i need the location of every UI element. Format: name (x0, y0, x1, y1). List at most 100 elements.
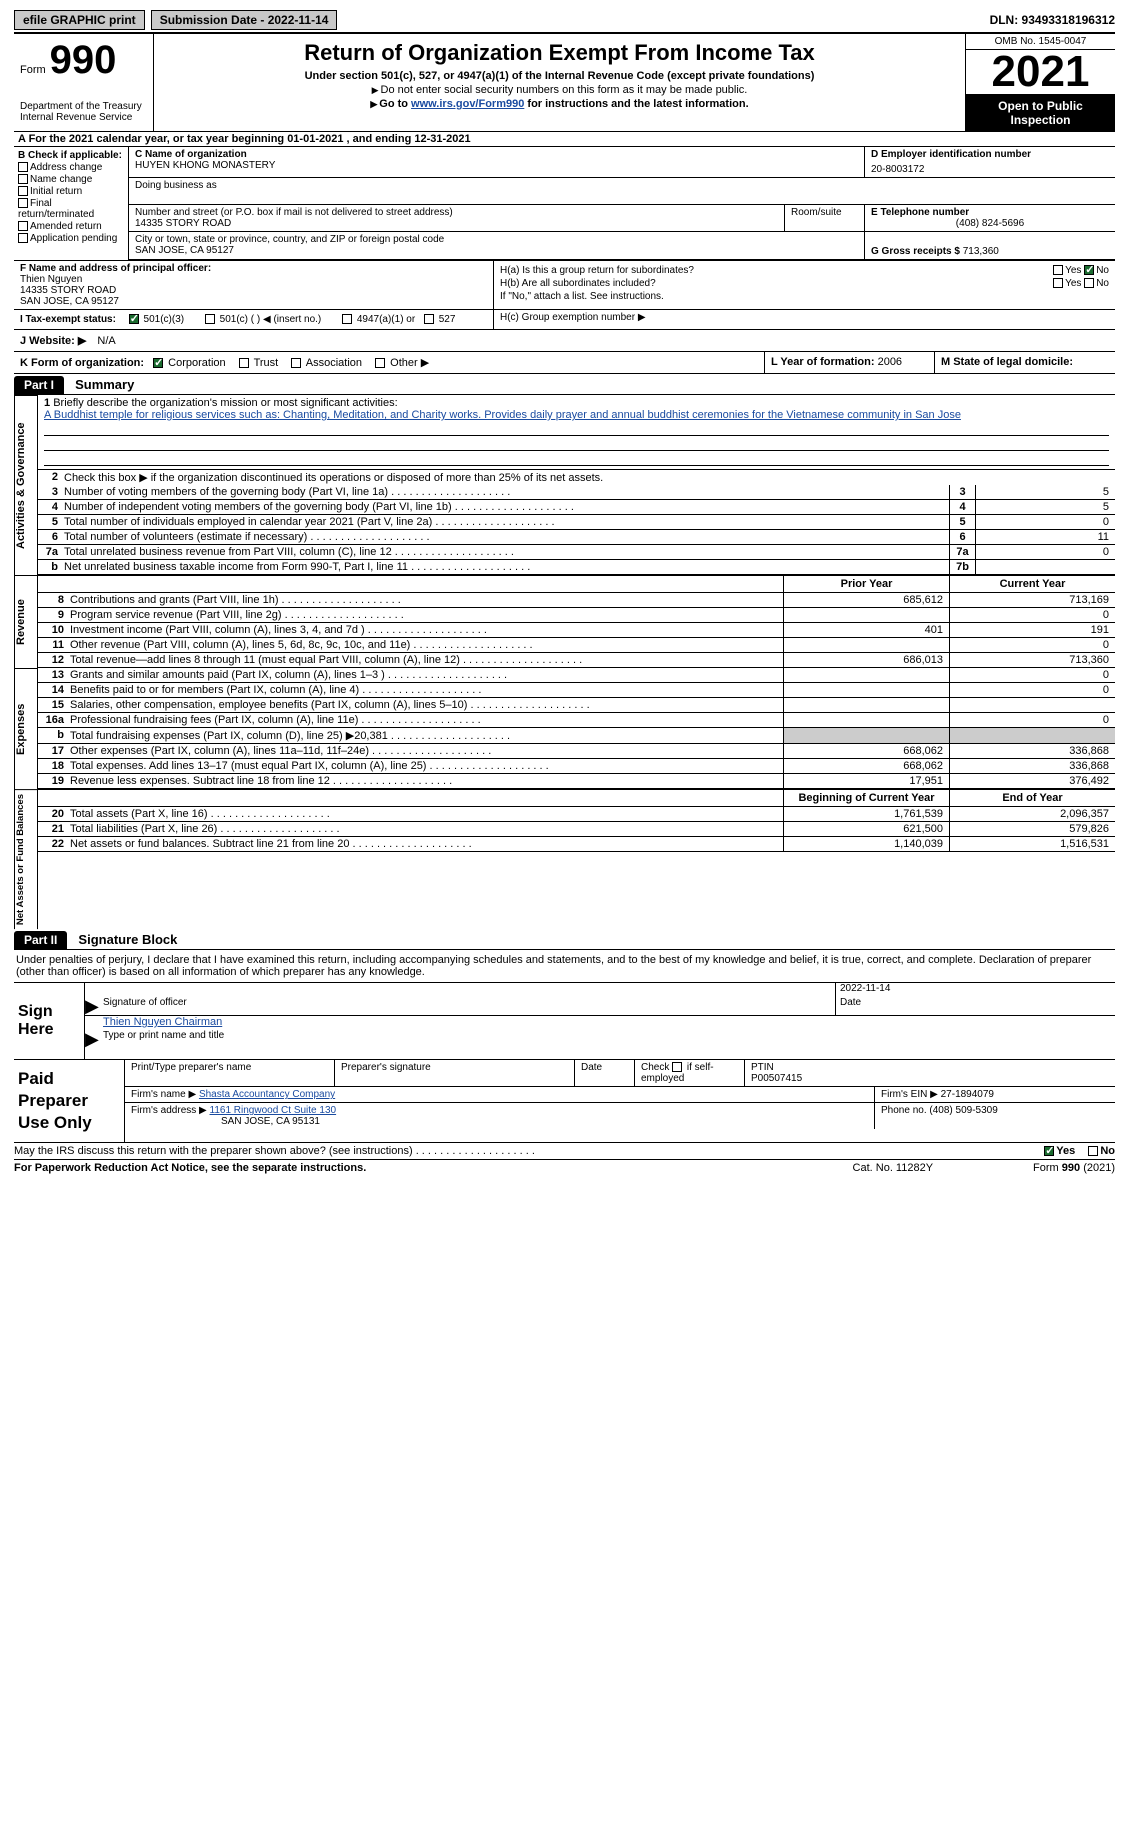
line-12-current: 713,360 (949, 653, 1115, 667)
line-a: A For the 2021 calendar year, or tax yea… (14, 132, 1115, 147)
lbl-4947: 4947(a)(1) or (357, 314, 415, 325)
line-6-value: 11 (975, 530, 1115, 544)
lbl-initial-return: Initial return (30, 186, 82, 197)
lbl-final-return: Final return/terminated (18, 198, 94, 220)
tel-value: (408) 824-5696 (871, 218, 1109, 229)
org-name-label: C Name of organization (135, 149, 858, 160)
line-16a-current: 0 (949, 713, 1115, 727)
line-4-value: 5 (975, 500, 1115, 514)
mission-text: A Buddhist temple for religious services… (44, 409, 961, 421)
line-4-desc: Number of independent voting members of … (62, 500, 949, 514)
firm-ein-label: Firm's EIN ▶ (881, 1089, 938, 1100)
line-7a-value: 0 (975, 545, 1115, 559)
self-employed-label: Check if self-employed (641, 1062, 714, 1084)
sign-here-label: Sign Here (14, 983, 84, 1059)
lbl-527: 527 (439, 314, 456, 325)
year-formation-label: L Year of formation: (771, 356, 875, 368)
sig-name-label: Type or print name and title (103, 1030, 224, 1041)
line-6-box: 6 (949, 530, 975, 544)
lbl-no3: No (1100, 1145, 1115, 1157)
section-b-head: B Check if applicable: (18, 150, 124, 161)
checkbox-other[interactable] (375, 358, 385, 368)
officer-addr1: 14335 STORY ROAD (20, 285, 487, 296)
checkbox-initial-return[interactable] (18, 186, 28, 196)
preparer-name-label: Print/Type preparer's name (125, 1060, 335, 1086)
lbl-yes: Yes (1065, 265, 1081, 276)
dba-label: Doing business as (129, 178, 1115, 204)
ptin-label: PTIN (751, 1062, 1109, 1073)
note-goto-pre: Go to (379, 98, 411, 110)
vtab-revenue: Revenue (14, 575, 38, 668)
preparer-sig-label: Preparer's signature (335, 1060, 575, 1086)
preparer-date-label: Date (575, 1060, 635, 1086)
checkbox-ha-yes[interactable] (1053, 265, 1063, 275)
vtab-activities: Activities & Governance (14, 395, 38, 575)
irs-discuss-question: May the IRS discuss this return with the… (14, 1145, 1044, 1157)
line-9-desc: Program service revenue (Part VIII, line… (68, 608, 783, 622)
line-3-value: 5 (975, 485, 1115, 499)
ein-label: D Employer identification number (871, 149, 1109, 160)
signature-declaration: Under penalties of perjury, I declare th… (14, 950, 1115, 982)
gross-value: 713,360 (963, 246, 999, 257)
sig-date-label: Date (840, 997, 861, 1008)
checkbox-address-change[interactable] (18, 162, 28, 172)
checkbox-app-pending[interactable] (18, 233, 28, 243)
line-3-box: 3 (949, 485, 975, 499)
line2-text: Check this box ▶ if the organization dis… (62, 470, 1115, 485)
lbl-app-pending: Application pending (30, 233, 117, 244)
checkbox-name-change[interactable] (18, 174, 28, 184)
checkbox-4947[interactable] (342, 314, 352, 324)
checkbox-hb-yes[interactable] (1053, 278, 1063, 288)
form-header: Form 990 Department of the Treasury Inte… (14, 34, 1115, 132)
checkbox-501c3[interactable] (129, 314, 139, 324)
org-name: HUYEN KHONG MONASTERY (135, 160, 858, 171)
line-11-current: 0 (949, 638, 1115, 652)
checkbox-527[interactable] (424, 314, 434, 324)
part1-bar: Part I (14, 376, 64, 394)
checkbox-discuss-no[interactable] (1088, 1146, 1098, 1156)
checkbox-final-return[interactable] (18, 198, 28, 208)
lbl-yes3: Yes (1056, 1145, 1075, 1157)
col-current-year: Current Year (949, 576, 1115, 592)
firm-addr2-value: SAN JOSE, CA 95131 (221, 1116, 320, 1127)
checkbox-amended[interactable] (18, 221, 28, 231)
line-15-desc: Salaries, other compensation, employee b… (68, 698, 783, 712)
line-b-value (975, 560, 1115, 574)
checkbox-association[interactable] (291, 358, 301, 368)
lbl-amended: Amended return (30, 221, 102, 232)
city-label: City or town, state or province, country… (135, 234, 858, 245)
form-org-label: K Form of organization: (20, 357, 144, 369)
lbl-yes2: Yes (1065, 278, 1081, 289)
part1-title: Summary (75, 377, 134, 392)
submission-date-button[interactable]: Submission Date - 2022-11-14 (151, 10, 338, 30)
officer-label: F Name and address of principal officer: (20, 263, 487, 274)
addr-value: 14335 STORY ROAD (135, 218, 778, 229)
lbl-other: Other ▶ (390, 357, 429, 369)
line-9-current: 0 (949, 608, 1115, 622)
state-domicile-label: M State of legal domicile: (941, 356, 1073, 368)
sig-name-value: Thien Nguyen Chairman (103, 1016, 222, 1028)
line-10-current: 191 (949, 623, 1115, 637)
firm-name-label: Firm's name ▶ (131, 1089, 196, 1100)
line-19-prior: 17,951 (783, 774, 949, 788)
efile-print-button[interactable]: efile GRAPHIC print (14, 10, 145, 30)
checkbox-ha-no[interactable] (1084, 265, 1094, 275)
lbl-no2: No (1096, 278, 1109, 289)
checkbox-corporation[interactable] (153, 358, 163, 368)
ha-label: H(a) Is this a group return for subordin… (500, 265, 700, 276)
checkbox-hb-no[interactable] (1084, 278, 1094, 288)
phone-value: (408) 509-5309 (929, 1105, 997, 1116)
checkbox-501c[interactable] (205, 314, 215, 324)
lbl-name-change: Name change (30, 174, 92, 185)
city-value: SAN JOSE, CA 95127 (135, 245, 858, 256)
line-11-desc: Other revenue (Part VIII, column (A), li… (68, 638, 783, 652)
checkbox-discuss-yes[interactable] (1044, 1146, 1054, 1156)
line-b-box: 7b (949, 560, 975, 574)
checkbox-trust[interactable] (239, 358, 249, 368)
line-5-desc: Total number of individuals employed in … (62, 515, 949, 529)
mission-label: Briefly describe the organization's miss… (53, 397, 397, 409)
line-21-desc: Total liabilities (Part X, line 26) (68, 822, 783, 836)
irs-link[interactable]: www.irs.gov/Form990 (411, 98, 524, 110)
col-prior-year: Prior Year (783, 576, 949, 592)
checkbox-self-employed[interactable] (672, 1062, 682, 1072)
